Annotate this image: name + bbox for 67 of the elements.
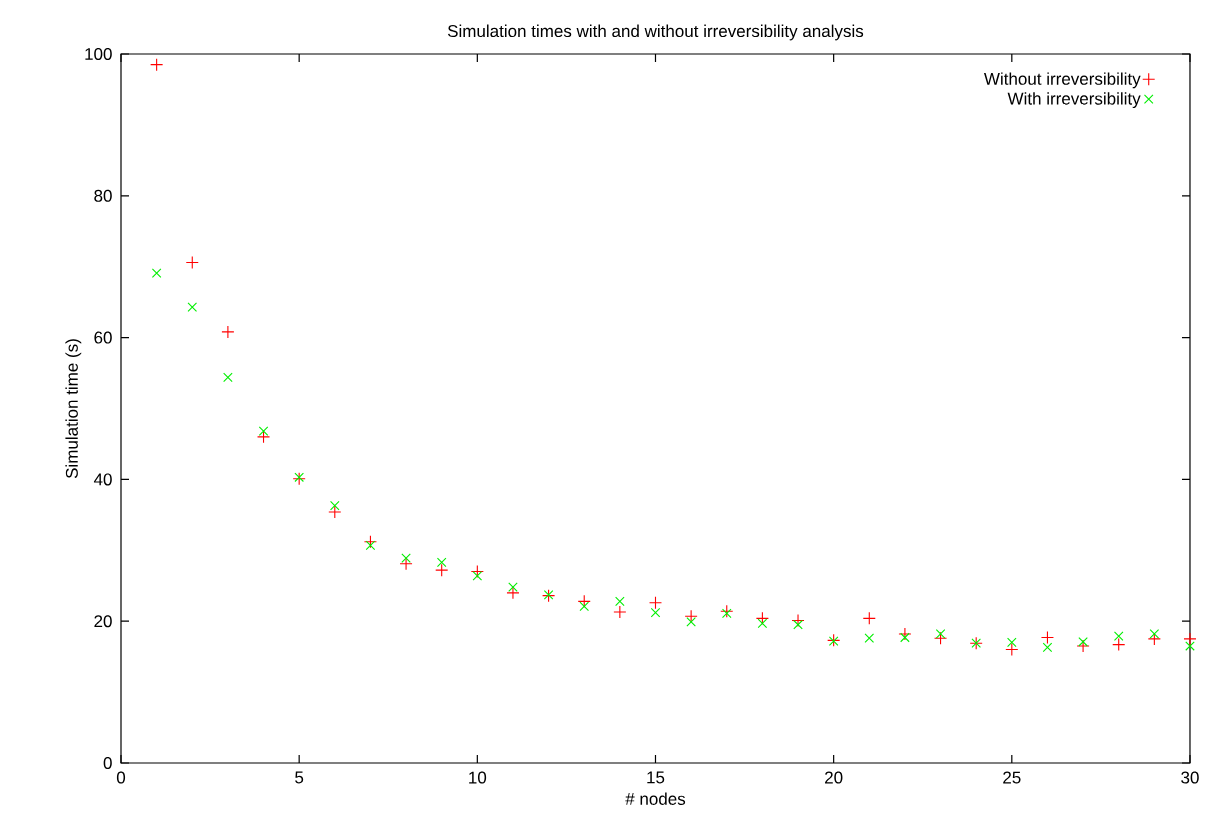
point — [150, 58, 164, 72]
point — [1149, 629, 1160, 639]
point — [1112, 638, 1126, 652]
point — [185, 255, 199, 269]
point — [1147, 632, 1161, 646]
y-tick-label: 80 — [94, 189, 112, 202]
point — [256, 430, 271, 444]
x-tick-label: 15 — [647, 771, 665, 784]
point — [258, 426, 269, 436]
point — [506, 586, 520, 600]
chart-title: Simulation times with and without irreversibility analysis — [447, 24, 864, 41]
point — [330, 500, 340, 511]
y-tick-label: 20 — [94, 615, 112, 628]
point — [579, 601, 590, 612]
point — [862, 611, 876, 625]
y-tick-label: 40 — [93, 473, 112, 486]
point — [721, 608, 732, 619]
point — [401, 553, 411, 563]
x-tick-label: 20 — [825, 771, 843, 784]
point — [151, 268, 162, 278]
x-tick-label: 0 — [116, 771, 126, 784]
y-axis-title: Simulation time (s) — [65, 339, 82, 479]
point — [648, 596, 663, 610]
point — [508, 582, 518, 592]
point — [1185, 641, 1195, 651]
point — [650, 607, 661, 618]
point — [793, 619, 803, 630]
x-tick-label: 5 — [295, 771, 304, 784]
legend-label: Without irreversibility — [983, 72, 1141, 89]
point — [1042, 642, 1053, 653]
point — [1183, 632, 1197, 646]
point — [935, 629, 946, 639]
x-tick-label: 10 — [469, 771, 487, 784]
point — [365, 540, 376, 551]
x-axis-title: # nodes — [625, 792, 686, 805]
point — [1113, 631, 1124, 641]
point — [757, 618, 768, 629]
point — [472, 571, 483, 581]
point — [223, 372, 233, 383]
legend-label: With irreversibility — [1007, 92, 1141, 109]
point — [221, 325, 235, 339]
point — [864, 633, 875, 644]
point — [900, 632, 910, 643]
point — [898, 627, 912, 641]
x-tick-label: 30 — [1181, 771, 1199, 784]
point — [187, 302, 198, 312]
point — [934, 631, 948, 645]
y-tick-label: 60 — [94, 331, 112, 344]
point — [363, 535, 377, 549]
point — [613, 605, 627, 619]
point — [435, 563, 449, 577]
y-tick-label: 100 — [85, 47, 112, 61]
point — [470, 565, 484, 579]
point — [615, 596, 625, 607]
point — [720, 604, 734, 618]
point — [399, 557, 413, 571]
point — [1005, 643, 1019, 657]
x-tick-label: 25 — [1003, 771, 1021, 784]
point — [684, 609, 698, 623]
point — [328, 505, 342, 519]
point — [1078, 636, 1088, 647]
point — [1040, 630, 1054, 645]
point — [1007, 637, 1017, 648]
point — [755, 611, 769, 625]
y-tick-label: 0 — [103, 756, 112, 770]
point — [436, 557, 447, 568]
point — [686, 617, 696, 627]
